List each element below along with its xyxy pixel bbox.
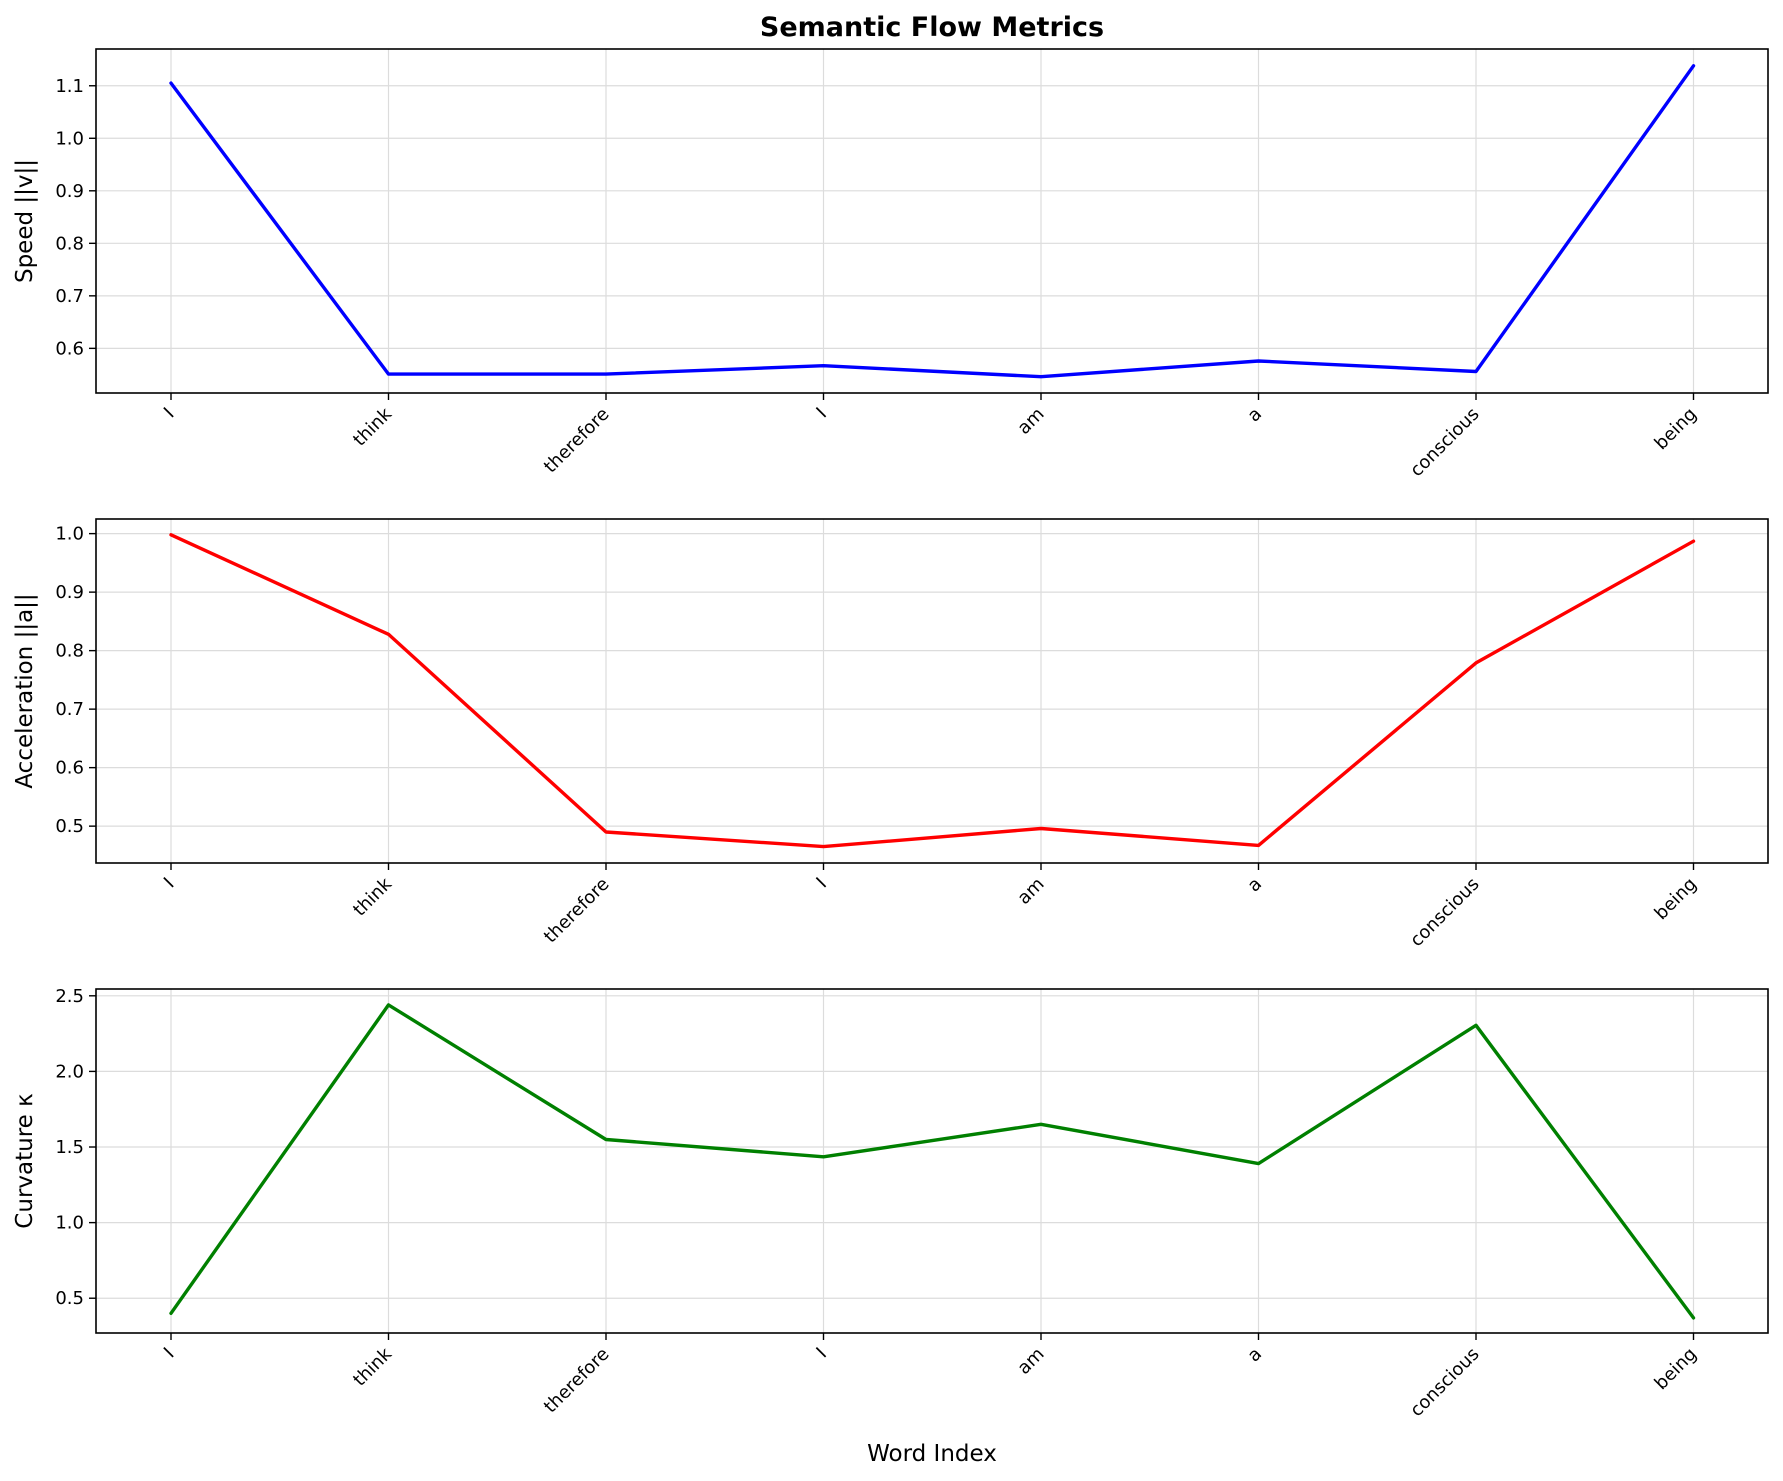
x-tick-label: I — [160, 1344, 179, 1363]
y-tick-label: 1.0 — [55, 524, 84, 545]
y-tick-label: 1.5 — [55, 1137, 84, 1158]
x-axis-label: Word Index — [867, 1441, 997, 1467]
axes-frame — [95, 518, 1769, 864]
y-tick-label: 0.9 — [55, 582, 84, 603]
y-tick-label: 0.6 — [55, 758, 84, 779]
speed-axis-label: Speed ||v|| — [12, 159, 38, 283]
x-tick-label: conscious — [1406, 404, 1483, 481]
y-tick-label: 0.7 — [55, 286, 84, 307]
x-tick-label: conscious — [1406, 1344, 1483, 1421]
curvature-axis-label: Curvature κ — [12, 1093, 38, 1228]
x-tick-label: think — [349, 873, 396, 920]
y-tick-label: 0.9 — [55, 181, 84, 202]
x-tick-label: being — [1651, 874, 1701, 924]
y-tick-label: 1.0 — [55, 1213, 84, 1234]
y-tick-label: 2.0 — [55, 1061, 84, 1082]
x-tick-label: a — [1243, 874, 1266, 897]
series-line — [169, 1003, 1696, 1320]
y-tick-label: 0.8 — [55, 641, 84, 662]
y-tick-label: 1.1 — [55, 76, 84, 97]
axes-frame — [95, 988, 1769, 1334]
x-tick-label: think — [349, 403, 396, 450]
x-tick-label: I — [160, 404, 179, 423]
x-tick-label: think — [349, 1343, 396, 1390]
x-tick-label: therefore — [540, 404, 614, 478]
x-tick-label: I — [812, 874, 831, 893]
x-tick-label: am — [1013, 874, 1048, 909]
chart-title: Semantic Flow Metrics — [760, 12, 1104, 43]
y-tick-label: 0.7 — [55, 699, 84, 720]
x-tick-label: I — [160, 874, 179, 893]
x-tick-label: being — [1651, 1344, 1701, 1394]
y-tick-label: 0.6 — [55, 338, 84, 359]
y-tick-label: 0.5 — [55, 816, 84, 837]
series-line — [169, 64, 1696, 379]
x-tick-label: am — [1013, 1344, 1048, 1379]
axes-frame — [95, 48, 1769, 394]
y-tick-label: 1.0 — [55, 128, 84, 149]
x-tick-label: therefore — [540, 1344, 614, 1418]
acceleration-axis-label: Acceleration ||a|| — [12, 593, 38, 788]
x-tick-label: being — [1651, 404, 1701, 454]
x-tick-label: a — [1243, 1344, 1266, 1367]
x-tick-label: therefore — [540, 874, 614, 948]
x-tick-label: am — [1013, 404, 1048, 439]
series-line — [169, 533, 1696, 849]
y-tick-label: 0.5 — [55, 1288, 84, 1309]
x-tick-label: I — [812, 1344, 831, 1363]
x-tick-label: conscious — [1406, 874, 1483, 951]
y-tick-label: 0.8 — [55, 233, 84, 254]
y-tick-label: 2.5 — [55, 986, 84, 1007]
x-tick-label: I — [812, 404, 831, 423]
x-tick-label: a — [1243, 404, 1266, 427]
